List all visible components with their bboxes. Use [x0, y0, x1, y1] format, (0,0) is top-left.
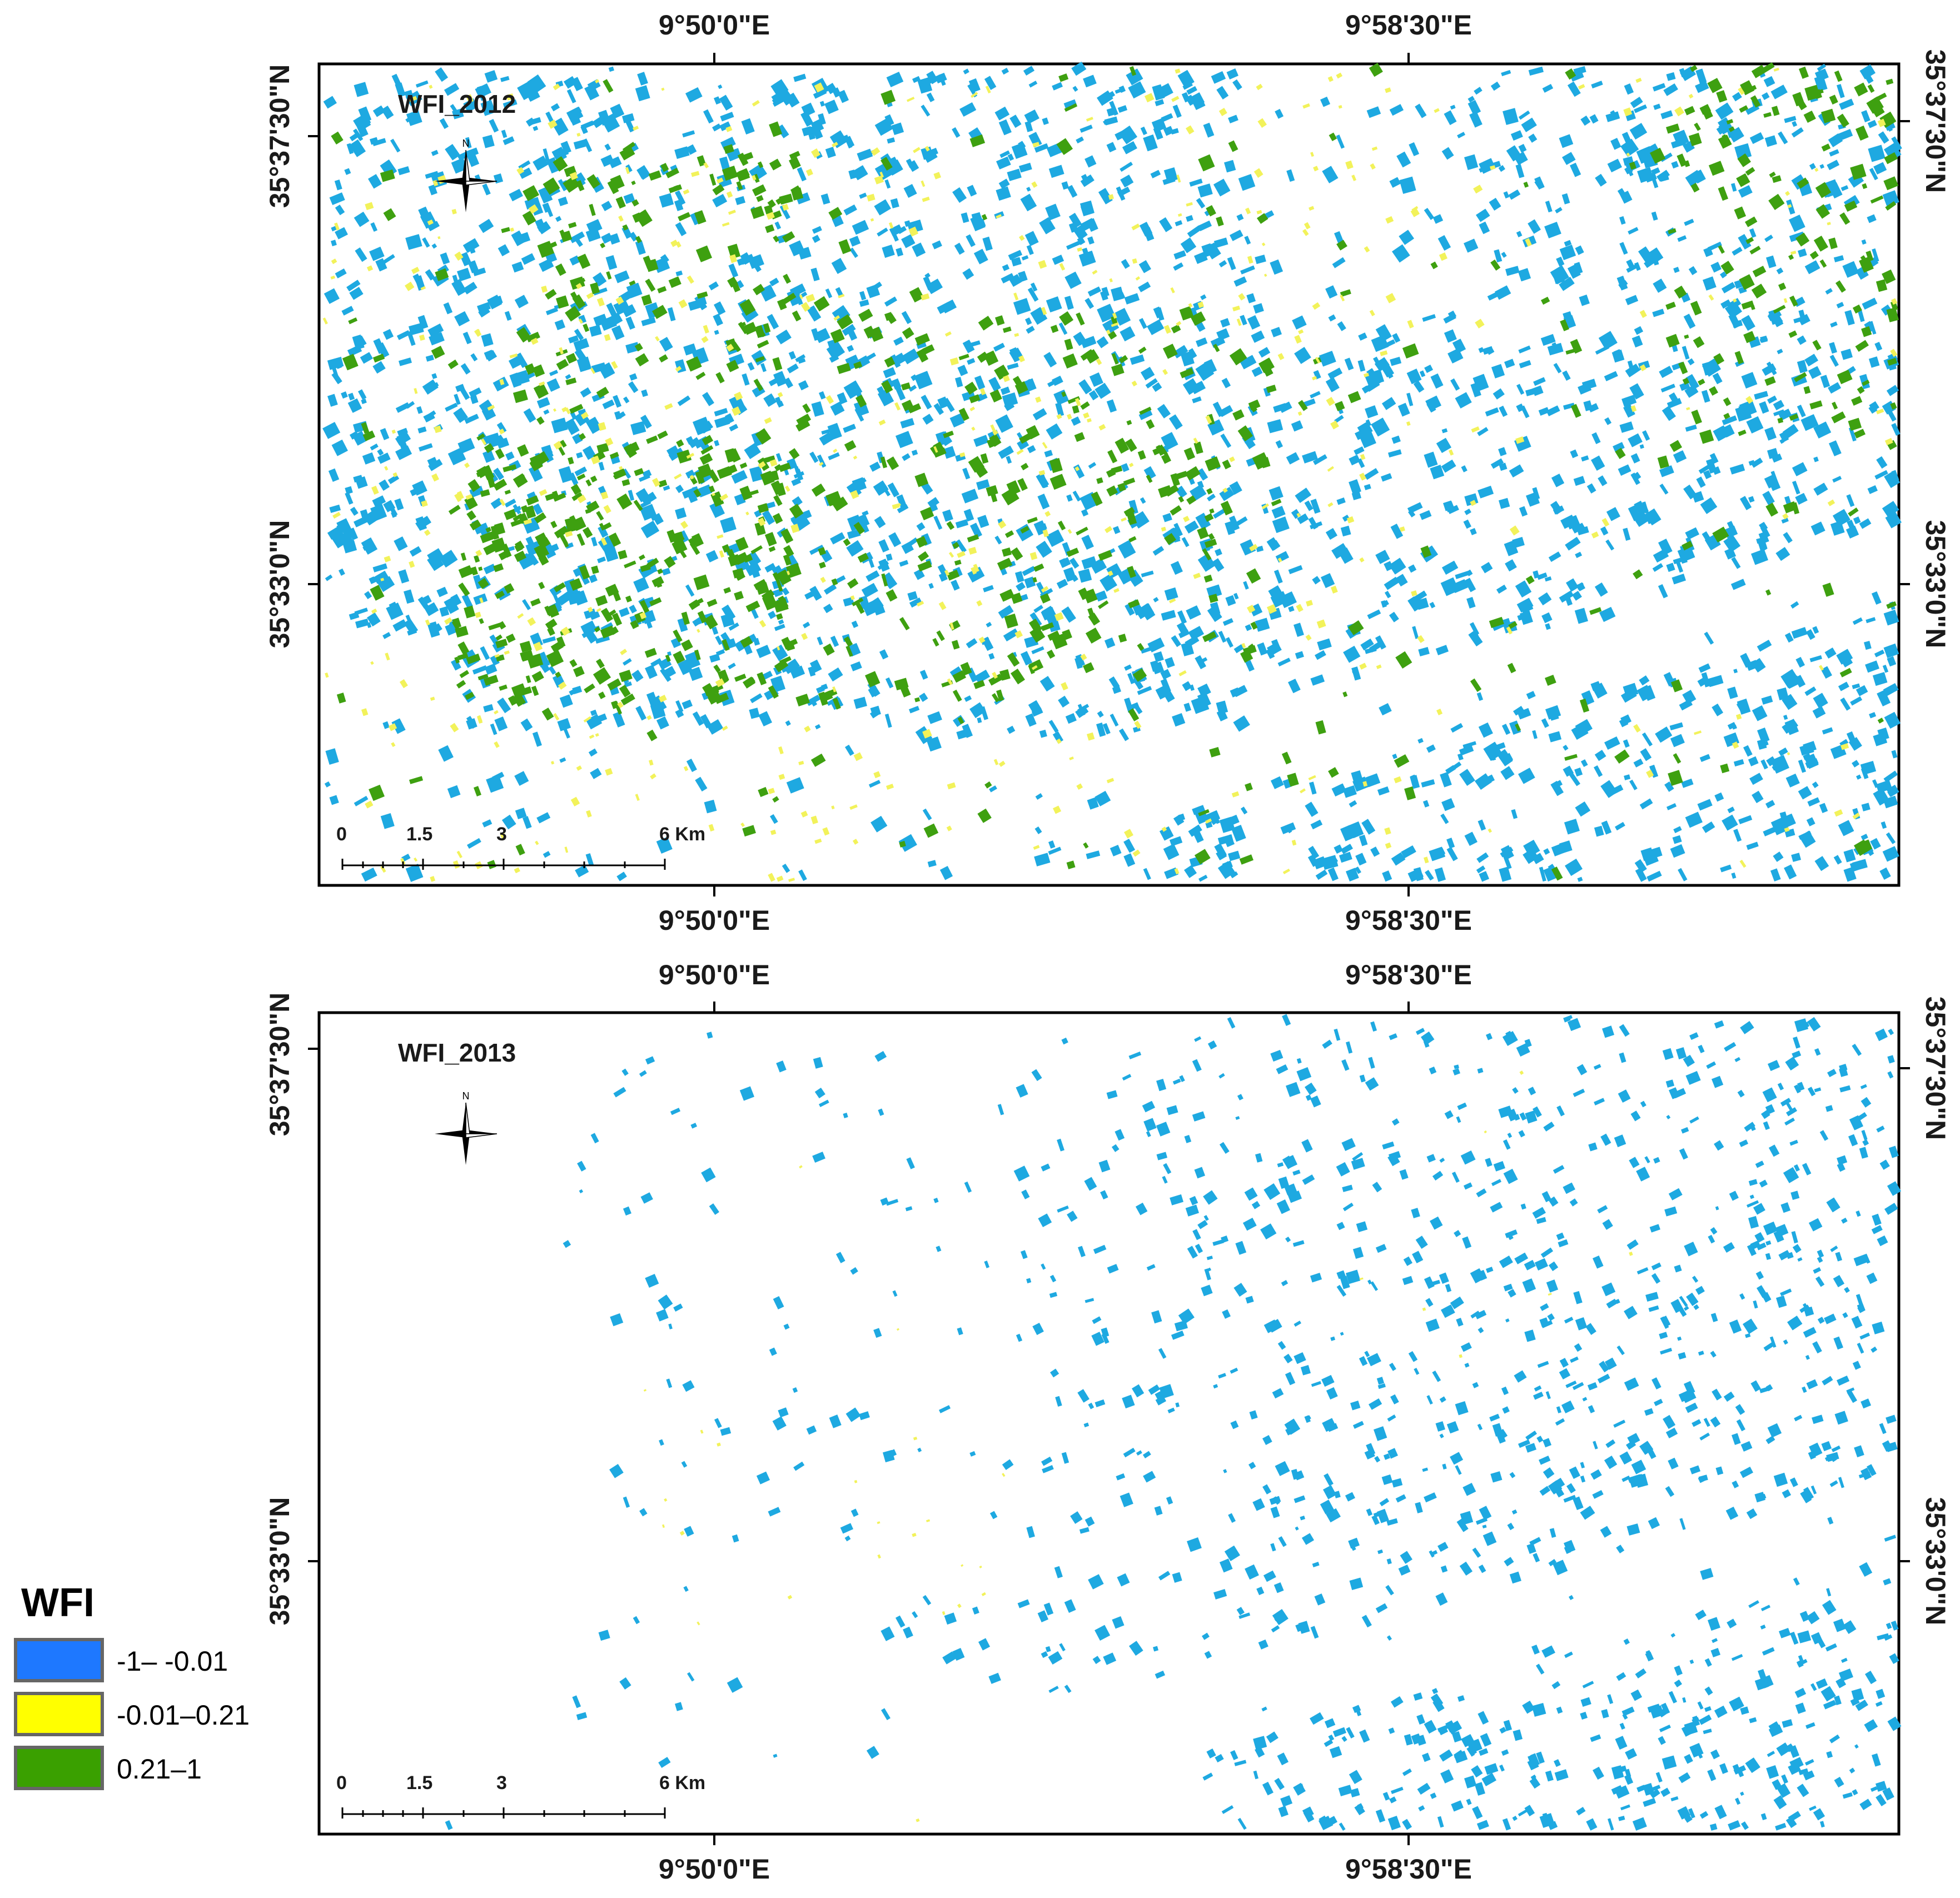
legend-swatch-2: [14, 1692, 104, 1736]
scale-label-2: 3: [496, 1772, 507, 1794]
north-letter: N: [462, 138, 470, 149]
top-lon-label-1: 9°50'0"E: [659, 9, 770, 41]
top-lon-label-2: 9°58'30"E: [1345, 9, 1472, 41]
scale-label-2: 3: [496, 824, 507, 845]
scale-label-3: 6 Km: [659, 824, 705, 845]
map-panel-2012: 9°50'0"E 9°58'30"E 9°50'0"E 9°58'30"E 35…: [264, 9, 1951, 936]
wfi-patches-2013: [445, 1014, 1902, 1831]
wfi-patches-2012: [322, 61, 1902, 882]
panel-title: WFI_2013: [398, 1038, 516, 1067]
legend-label-2: -0.01–0.21: [117, 1700, 250, 1731]
bottom-lon-label-1: 9°50'0"E: [659, 1854, 770, 1885]
top-lon-label-1: 9°50'0"E: [659, 959, 770, 990]
panel-title: WFI_2012: [398, 89, 516, 118]
right-lat-label-1: 35°37'30"N: [1920, 49, 1951, 193]
scale-label-1: 1.5: [406, 1772, 432, 1794]
legend-title: WFI: [21, 1581, 94, 1625]
north-arrow-icon: N: [435, 138, 498, 212]
left-lat-label-2: 35°33'0"N: [264, 520, 295, 649]
scale-label-3: 6 Km: [659, 1772, 705, 1794]
right-lat-label-2: 35°33'0"N: [1920, 520, 1951, 649]
bottom-lon-label-2: 9°58'30"E: [1345, 1854, 1472, 1885]
legend-swatch-1: [14, 1638, 104, 1682]
left-lat-label-1: 35°37'30"N: [264, 64, 295, 208]
scale-bar: 0 1.5 3 6 Km: [336, 1772, 705, 1819]
right-lat-label-2: 35°33'0"N: [1920, 1497, 1951, 1626]
bottom-lon-label-1: 9°50'0"E: [659, 905, 770, 936]
graticule-ticks: [308, 1002, 1910, 1845]
bottom-lon-label-2: 9°58'30"E: [1345, 905, 1472, 936]
scale-label-0: 0: [336, 824, 347, 845]
legend-label-3: 0.21–1: [117, 1753, 202, 1785]
north-letter: N: [462, 1090, 470, 1102]
scale-label-0: 0: [336, 1772, 347, 1794]
legend-swatch-3: [14, 1746, 104, 1790]
scale-bar: 0 1.5 3 6 Km: [336, 824, 705, 870]
right-lat-label-1: 35°37'30"N: [1920, 997, 1951, 1140]
map-panel-2013: 9°50'0"E 9°58'30"E 9°50'0"E 9°58'30"E 35…: [264, 959, 1951, 1885]
scale-label-1: 1.5: [406, 824, 432, 845]
left-lat-label-1: 35°37'30"N: [264, 993, 295, 1137]
legend: WFI -1– -0.01 -0.01–0.21 0.21–1: [14, 1581, 250, 1790]
north-arrow-icon: N: [435, 1090, 498, 1165]
top-lon-label-2: 9°58'30"E: [1345, 959, 1472, 990]
legend-label-1: -1– -0.01: [117, 1646, 228, 1677]
graticule-ticks: [308, 53, 1910, 896]
left-lat-label-2: 35°33'0"N: [264, 1497, 295, 1626]
